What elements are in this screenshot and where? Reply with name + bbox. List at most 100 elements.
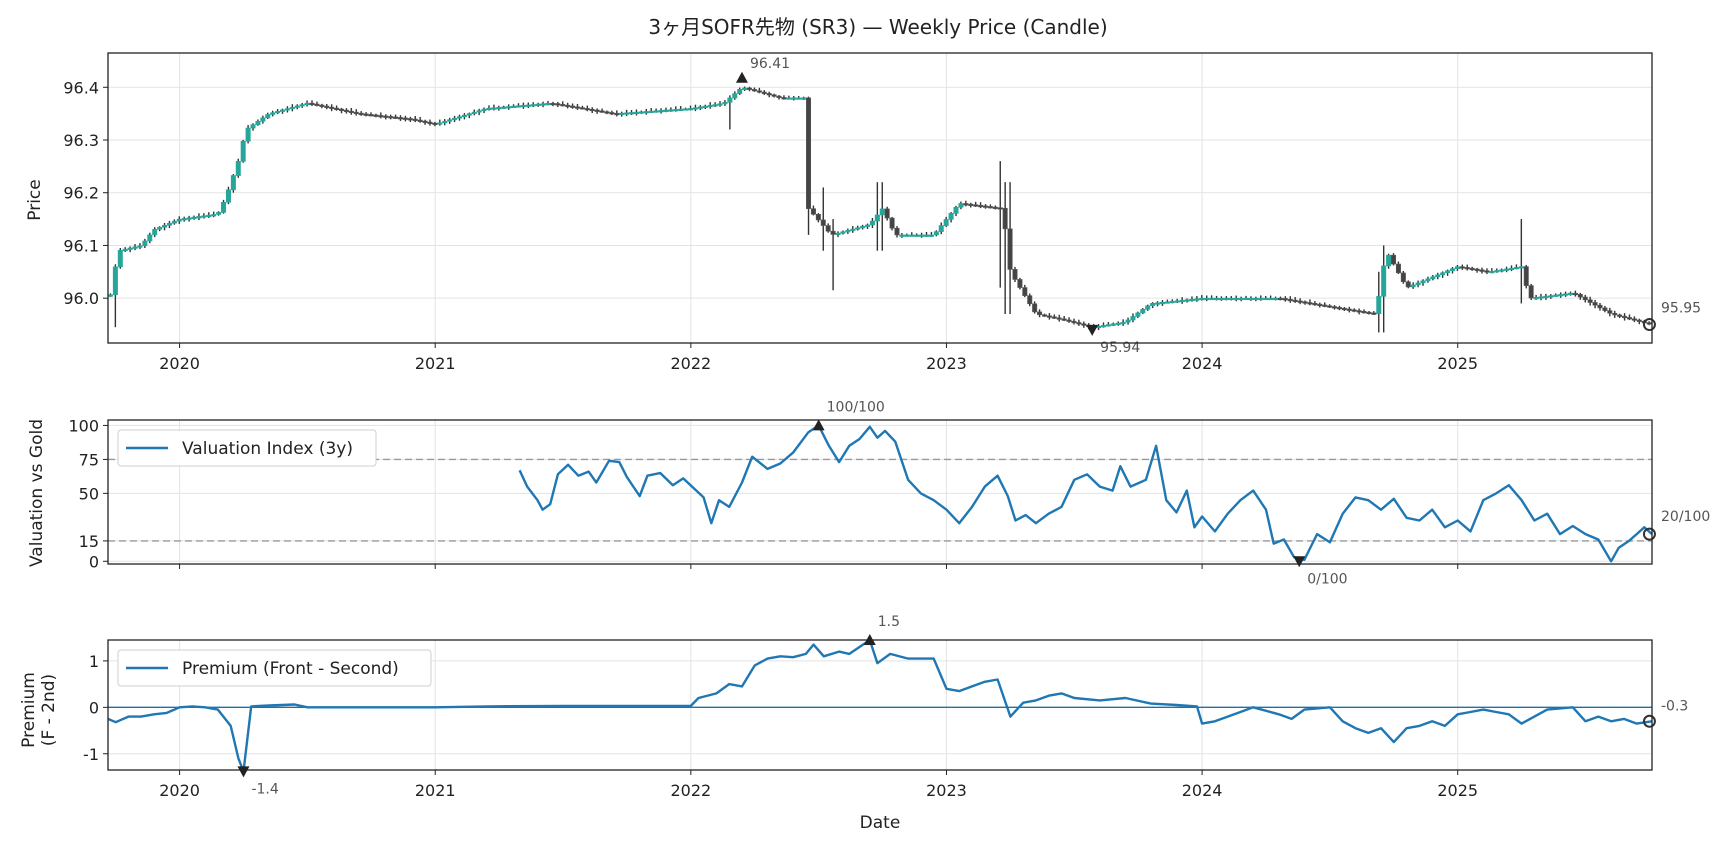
plot-frame — [107, 639, 1653, 771]
candle-body — [353, 111, 359, 115]
candle-body — [1484, 270, 1490, 273]
candle-body — [437, 122, 443, 125]
candle-body — [712, 104, 718, 107]
candle-body — [825, 225, 831, 232]
candle-body — [1430, 276, 1436, 280]
candle-body — [235, 161, 241, 176]
candle-body — [422, 120, 428, 123]
candle-body — [1233, 297, 1239, 301]
candle-body — [1548, 295, 1554, 298]
candle-body — [447, 119, 453, 122]
price-panel: 96.0 96.1 96.2 96.3 96.4 2020 2021 2022 2023 2024… — [63, 52, 1701, 373]
candle-body — [1518, 266, 1524, 269]
candle-body — [1228, 297, 1234, 301]
x-tick-label: 2021 — [415, 781, 456, 800]
candle-body — [1582, 296, 1588, 301]
candle-body — [697, 106, 703, 109]
candle-body — [1130, 316, 1136, 321]
candle-body — [879, 208, 885, 216]
candle-body — [973, 204, 979, 207]
candle-body — [1494, 270, 1500, 273]
candle-body — [776, 95, 782, 99]
candle-body — [737, 88, 743, 94]
candle-body — [1425, 278, 1431, 282]
x-tick-label: 2024 — [1182, 781, 1223, 800]
candle-body — [245, 127, 251, 142]
candle-body — [1292, 299, 1298, 302]
candle-body — [756, 90, 762, 93]
candle-body — [294, 105, 300, 108]
candle-body — [668, 109, 674, 112]
candle-body — [1361, 311, 1367, 314]
candle-body — [1218, 297, 1224, 301]
premium-series-line — [107, 638, 1653, 773]
candle-body — [1631, 318, 1637, 321]
candle-body — [732, 93, 738, 99]
candle-body — [1523, 266, 1529, 286]
candle-body — [1459, 266, 1465, 269]
candle-body — [1410, 284, 1416, 288]
candle-body — [820, 219, 826, 226]
candle-body — [1184, 299, 1190, 302]
candle-body — [1076, 322, 1082, 325]
candle-body — [702, 105, 708, 108]
candle-body — [909, 234, 915, 237]
candle-body — [924, 234, 930, 237]
candle-body — [1081, 323, 1087, 326]
candle-body — [289, 106, 295, 110]
chart-title: 3ヶ月SOFR先物 (SR3) — Weekly Price (Candle) — [648, 15, 1107, 39]
annotation-label: 100/100 — [827, 399, 885, 415]
candle-body — [1317, 303, 1323, 307]
candle-body — [162, 224, 168, 228]
candle-body — [1041, 314, 1047, 317]
candle-body — [132, 246, 138, 249]
candle-body — [368, 114, 374, 117]
candle-body — [324, 105, 330, 108]
candle-body — [515, 105, 521, 108]
candle-body — [948, 213, 954, 220]
candle-body — [550, 102, 556, 106]
candle-body — [506, 106, 512, 109]
candle-body — [1464, 267, 1470, 270]
candle-body — [619, 112, 625, 116]
y-tick-label: 100 — [68, 416, 99, 435]
candle-body — [1125, 319, 1131, 323]
candle-body — [904, 234, 910, 237]
candle-body — [963, 203, 969, 206]
candle-body — [1273, 297, 1279, 301]
candle-body — [1332, 306, 1338, 309]
annotation-label: -0.3 — [1661, 698, 1688, 714]
candle-body — [1312, 303, 1318, 306]
x-tick-label: 2025 — [1437, 781, 1478, 800]
candle-body — [1504, 268, 1510, 271]
candle-body — [201, 215, 207, 218]
candle-body — [997, 207, 1003, 210]
candle-body — [127, 247, 133, 250]
candle-body — [383, 115, 389, 118]
candle-body — [889, 217, 895, 229]
candle-body — [255, 120, 261, 125]
price-y-label: Price — [25, 179, 45, 220]
candle-body — [1592, 302, 1598, 306]
candle-body — [329, 106, 335, 109]
candle-body — [1346, 308, 1352, 311]
candle-body — [589, 108, 595, 112]
x-tick-label: 2025 — [1437, 354, 1478, 373]
last-marker — [1642, 527, 1656, 541]
candle-body — [1445, 270, 1451, 274]
y-tick-label: 96.4 — [63, 78, 99, 97]
candle-body — [1636, 319, 1642, 322]
candle-body — [958, 203, 964, 208]
candle-body — [747, 87, 753, 90]
candle-body — [1307, 302, 1313, 305]
candle-body — [692, 107, 698, 110]
candle-body — [466, 113, 472, 116]
x-tick-label: 2022 — [670, 781, 711, 800]
candle-body — [122, 248, 128, 252]
candle-body — [599, 110, 605, 113]
valuation-y-label: Valuation vs Gold — [27, 419, 47, 567]
candle-body — [393, 116, 399, 119]
candle-body — [1513, 267, 1519, 270]
candle-body — [1587, 299, 1593, 303]
candle-body — [1381, 265, 1387, 297]
